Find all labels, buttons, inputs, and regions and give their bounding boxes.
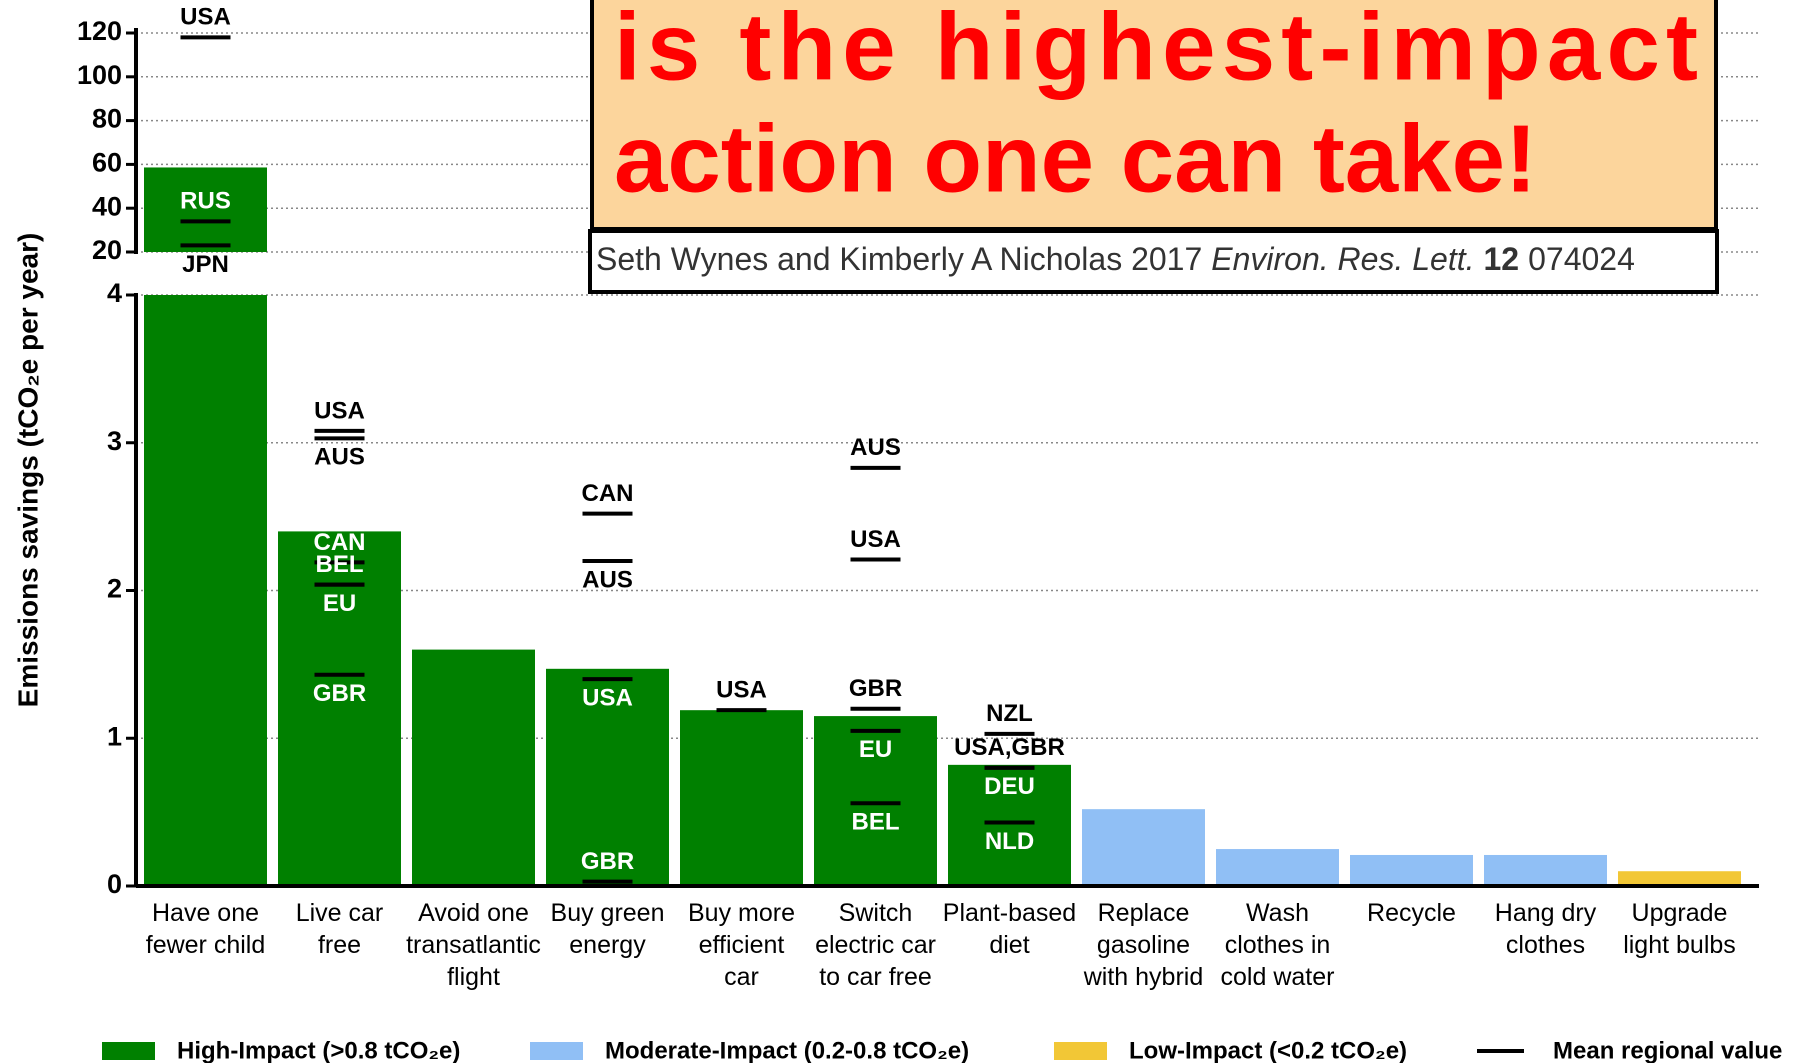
y-tick-label: 120 bbox=[77, 16, 122, 46]
x-tick-label: Recycle bbox=[1367, 899, 1456, 927]
citation-journal: Environ. Res. Lett. bbox=[1211, 241, 1474, 277]
axis-break bbox=[122, 254, 382, 293]
x-tick-label: Buy green energy bbox=[551, 899, 665, 959]
y-tick-label: 40 bbox=[92, 191, 122, 221]
x-tick-label: Wash clothes in cold water bbox=[1221, 899, 1335, 991]
citation: Seth Wynes and Kimberly A Nicholas 2017 E… bbox=[596, 241, 1635, 277]
x-tick-label: Upgrade light bulbs bbox=[1623, 899, 1736, 959]
regional-label: EU bbox=[859, 736, 892, 763]
regional-label: EU bbox=[323, 590, 356, 617]
regional-label: USA,GBR bbox=[954, 734, 1065, 761]
y-tick-label: 60 bbox=[92, 148, 122, 178]
bar bbox=[1350, 854, 1473, 886]
x-tick-label: Switch electric car to car free bbox=[815, 899, 936, 991]
citation-box bbox=[588, 229, 1719, 294]
x-tick-label: Live car free bbox=[296, 899, 384, 959]
headline-line: action one can take! bbox=[614, 105, 1537, 212]
bar bbox=[278, 531, 401, 886]
bar bbox=[1216, 849, 1339, 886]
bar bbox=[1484, 854, 1607, 886]
x-tick-label: Avoid one transatlantic flight bbox=[406, 899, 541, 991]
legend-swatch bbox=[102, 1042, 155, 1060]
legend-label: High-Impact (>0.8 tCO₂e) bbox=[177, 1037, 460, 1063]
headline-box bbox=[590, 0, 1718, 231]
y-tick-label: 100 bbox=[77, 60, 122, 90]
bar bbox=[412, 649, 535, 886]
regional-label: NLD bbox=[985, 828, 1034, 855]
regional-label: USA bbox=[716, 677, 767, 704]
y-tick-label: 80 bbox=[92, 104, 122, 134]
regional-label: USA bbox=[582, 684, 633, 711]
y-tick-label: 1 bbox=[107, 721, 122, 751]
bar bbox=[948, 764, 1071, 886]
regional-label: USA bbox=[314, 397, 365, 424]
legend-swatch bbox=[1054, 1042, 1107, 1060]
x-tick-label: Have one fewer child bbox=[146, 899, 266, 959]
regional-label: AUS bbox=[314, 444, 365, 471]
y-tick-label: 4 bbox=[107, 278, 122, 308]
regional-label: GBR bbox=[313, 680, 366, 707]
y-tick-label: 0 bbox=[107, 869, 122, 899]
bar bbox=[144, 295, 267, 886]
citation-article: 074024 bbox=[1528, 241, 1635, 277]
regional-label: CAN bbox=[314, 529, 366, 556]
regional-label: NZL bbox=[986, 700, 1033, 727]
regional-label: RUS bbox=[180, 188, 231, 215]
y-tick-label: 20 bbox=[92, 235, 122, 265]
x-tick-label: Buy more efficient car bbox=[688, 899, 795, 991]
legend-swatch bbox=[530, 1042, 583, 1060]
regional-label: GBR bbox=[849, 675, 902, 702]
bar bbox=[1082, 809, 1205, 886]
y-tick-label: 3 bbox=[107, 426, 122, 456]
bar bbox=[680, 710, 803, 886]
regional-label: DEU bbox=[984, 773, 1035, 800]
bar bbox=[144, 167, 267, 252]
regional-label: AUS bbox=[850, 434, 901, 461]
legend-label: Moderate-Impact (0.2-0.8 tCO₂e) bbox=[605, 1037, 969, 1063]
regional-label: AUS bbox=[582, 566, 633, 593]
citation-volume: 12 bbox=[1484, 241, 1520, 277]
regional-label: CAN bbox=[582, 480, 634, 507]
bar bbox=[814, 716, 937, 886]
regional-label: JPN bbox=[182, 251, 229, 278]
y-axis-label: Emissions savings (tCO₂e per year) bbox=[12, 233, 43, 708]
bar bbox=[546, 668, 669, 886]
legend-label: Mean regional value bbox=[1553, 1037, 1782, 1063]
legend-label: Low-Impact (<0.2 tCO₂e) bbox=[1129, 1037, 1407, 1063]
citation-authors: Seth Wynes and Kimberly A Nicholas 2017 bbox=[596, 241, 1202, 277]
y-tick-label: 2 bbox=[107, 574, 122, 604]
regional-label: GBR bbox=[581, 848, 634, 875]
regional-label: USA bbox=[180, 4, 231, 31]
x-tick-label: Hang dry clothes bbox=[1495, 899, 1597, 959]
x-tick-label: Replace gasoline with hybrid bbox=[1083, 899, 1204, 991]
regional-label: BEL bbox=[852, 809, 900, 836]
regional-label: BEL bbox=[316, 551, 364, 578]
x-tick-label: Plant-based diet bbox=[943, 899, 1076, 959]
regional-label: USA bbox=[850, 526, 901, 553]
bar bbox=[1618, 871, 1741, 886]
